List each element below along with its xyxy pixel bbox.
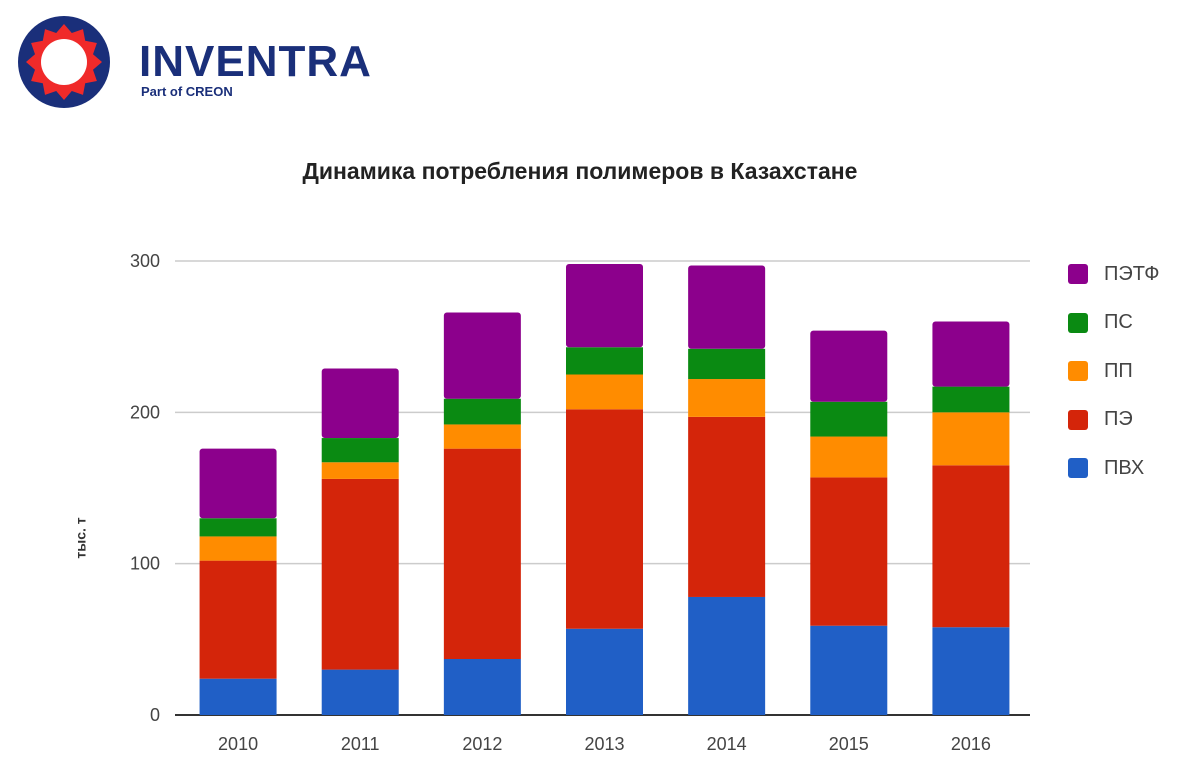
legend-label: ПС [1104,311,1133,334]
legend-label: ПЭ [1104,408,1133,431]
legend-label: ПВХ [1104,456,1145,479]
bar-segment-ПЭ [810,477,888,626]
bar-segment-ПС [443,398,521,425]
bar-segment-ПП [199,536,277,561]
bar-segment-ПЭ [932,465,1010,628]
legend: ПЭТФ ПС ПП ПЭ ПВХ [1068,250,1160,493]
bar-segment-ПП [566,374,643,410]
bar-segment-ПЭ [321,478,399,670]
x-tick-label: 2015 [829,734,869,754]
bar-segment-ПЭТФ [443,312,521,399]
bar-segment-ПЭТФ [810,330,888,402]
legend-item: ПЭ [1068,396,1160,445]
bar-segment-ПС [566,347,643,375]
x-tick-label: 2011 [341,734,380,754]
bar-segment-ПВХ [443,659,521,715]
legend-item: ПЭТФ [1068,250,1160,299]
legend-item: ПП [1068,347,1160,396]
bar-segment-ПП [810,436,888,478]
bar-segment-ПЭ [443,448,521,660]
bar-segment-ПЭ [199,560,277,679]
bar-segment-ПВХ [566,628,643,715]
x-tick-label: 2013 [584,734,624,754]
y-tick-label: 0 [150,705,160,725]
inventra-logo: INVENTRA Part of CREON [14,12,414,112]
bar-segment-ПП [443,424,521,449]
y-tick-label: 200 [130,402,160,422]
bar-segment-ПС [810,401,888,437]
y-tick-label: 100 [130,554,160,574]
legend-swatch [1068,264,1088,285]
logo-tagline: Part of CREON [141,84,233,99]
bar-segment-ПЭТФ [566,264,643,348]
legend-item: ПВХ [1068,444,1160,493]
bar-segment-ПВХ [199,678,277,715]
bar-segment-ПЭ [688,416,766,597]
bar-segment-ПП [688,379,766,417]
legend-swatch [1068,361,1088,382]
legend-label: ПЭТФ [1104,262,1160,285]
bar-segment-ПЭТФ [688,265,766,349]
bar-segment-ПС [199,518,277,537]
bar-segment-ПЭТФ [199,448,277,519]
bar-segment-ПВХ [810,625,888,715]
legend-label: ПП [1104,359,1133,382]
legend-item: ПС [1068,299,1160,348]
bar-segment-ПВХ [688,596,766,715]
bar-segment-ПЭТФ [932,321,1010,387]
logo-emblem-icon [18,16,110,108]
bar-segment-ПС [932,386,1010,413]
legend-swatch [1068,409,1088,430]
x-tick-label: 2010 [218,734,258,754]
bar-segment-ПС [688,348,766,380]
bar-segment-ПЭ [566,409,643,629]
bar-segment-ПП [321,462,399,479]
bar-segment-ПП [932,412,1010,466]
bar-segment-ПВХ [932,627,1010,715]
legend-swatch [1068,312,1088,333]
bar-segment-ПЭТФ [321,368,399,439]
x-tick-label: 2016 [951,734,991,754]
x-tick-label: 2012 [462,734,502,754]
logo-brand: INVENTRA [139,37,372,86]
y-tick-label: 300 [130,251,160,271]
legend-swatch [1068,458,1088,479]
bar-segment-ПВХ [321,669,399,715]
bar-segment-ПС [321,438,399,463]
x-tick-label: 2014 [707,734,747,754]
chart-title: Динамика потребления полимеров в Казахст… [302,158,858,184]
